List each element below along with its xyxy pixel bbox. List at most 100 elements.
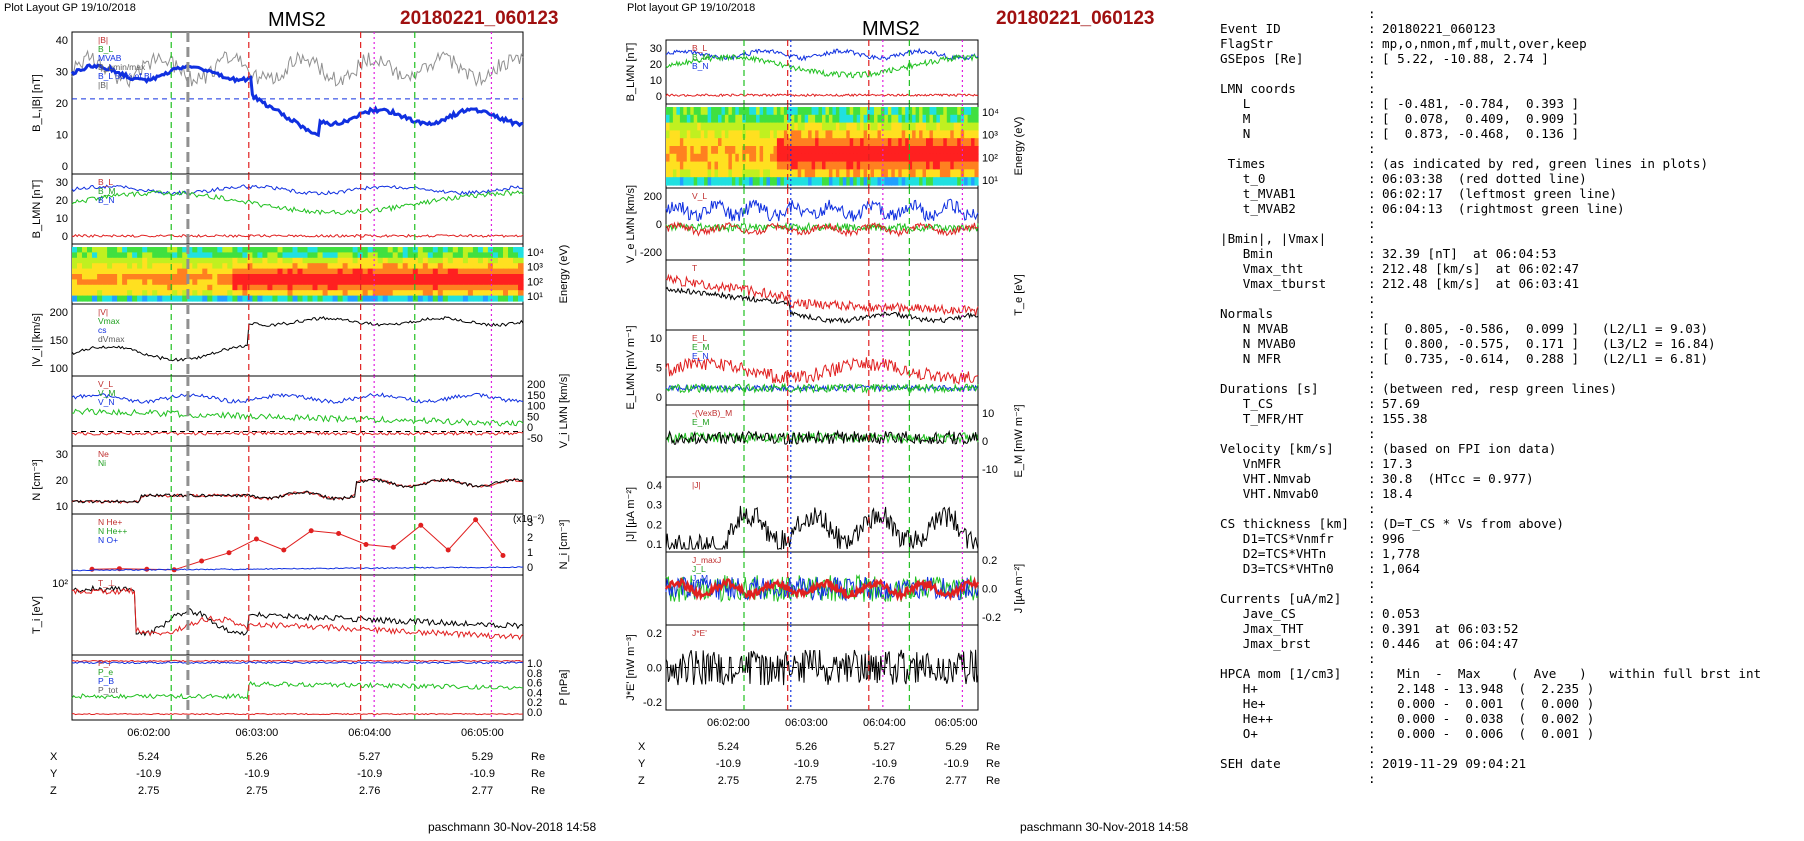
spectrogram-cell [672, 122, 677, 131]
spectrogram-cell [922, 130, 927, 139]
spectrogram-cell [242, 257, 248, 264]
spectrogram-cell [943, 153, 948, 163]
spectrogram-cell [853, 138, 858, 147]
spectrogram-cell [870, 177, 875, 186]
spectrogram-cell [147, 252, 153, 259]
spectrogram-cell [292, 247, 299, 253]
series-line-BN [71, 233, 524, 238]
spectrogram-cell [352, 274, 359, 280]
spectrogram-cell [724, 130, 729, 139]
spectrogram-cell [82, 295, 88, 302]
spectrogram-cell [212, 252, 218, 259]
spectrogram-cell [277, 247, 284, 253]
spectrogram-cell [107, 295, 113, 302]
spectrogram-cell [77, 290, 83, 297]
spectrogram-cell [167, 257, 173, 264]
spectrogram-cell [932, 146, 937, 155]
spectrogram-cell [252, 290, 258, 297]
spectrogram-cell [686, 153, 691, 163]
spectrogram-cell [731, 122, 736, 131]
spectrogram-cell [92, 274, 98, 280]
spectrogram-cell [908, 146, 913, 155]
spectrogram-cell [971, 153, 976, 163]
coord-axis-label: Z [50, 785, 57, 797]
info-colon: : [1368, 486, 1376, 501]
spectrogram-cell [207, 252, 213, 259]
spectrogram-cell [187, 263, 193, 270]
spectrogram-cell [693, 107, 698, 116]
info-value: [ 0.800, -0.575, 0.171 ] (L3/L2 = 16.84) [1382, 336, 1716, 351]
spectrogram-cell [503, 274, 509, 280]
info-value: 212.48 [km/s] at 06:03:41 [1382, 276, 1580, 291]
spectrogram-cell [347, 274, 354, 280]
info-colon: : [1368, 171, 1376, 186]
spectrogram-cell [950, 122, 955, 131]
spectrogram-cell [839, 114, 844, 124]
info-key: SEH date [1220, 756, 1281, 771]
spectrogram-cell [297, 274, 304, 280]
legend-entry: E_L [692, 333, 707, 343]
spectrogram-cell [197, 257, 203, 264]
panel-frame [665, 476, 979, 553]
spectrogram-cell [437, 268, 444, 275]
spectrogram-cell [87, 268, 93, 275]
y-tick-label-right: 10⁴ [982, 107, 999, 119]
spectrogram-cell [417, 295, 424, 302]
spectrogram-cell [936, 130, 941, 139]
spectrogram-cell [860, 169, 865, 178]
spectrogram-cell [756, 169, 761, 178]
spectrogram-cell [891, 177, 896, 186]
spectrogram-cell [442, 263, 449, 270]
spectrogram-cell [718, 122, 723, 131]
info-value [1382, 66, 1800, 81]
spectrogram-cell [766, 122, 771, 131]
spectrogram-cell [905, 114, 910, 124]
spectrogram-cell [707, 153, 712, 163]
spectrogram-cell [877, 122, 882, 131]
spectrogram-cell [147, 263, 153, 270]
spectrogram-cell [669, 153, 674, 163]
spectrogram-cell [147, 274, 153, 280]
spectrogram-cell [919, 146, 924, 155]
spectrogram-cell [157, 295, 163, 302]
spectrogram-cell [182, 284, 188, 291]
spectrogram-cell [842, 177, 847, 186]
spectrogram-cell [884, 161, 889, 170]
spectrogram-cell [412, 274, 419, 280]
spectrogram-cell [714, 138, 719, 147]
series-line-VeL [665, 198, 979, 222]
spectrogram-cell [894, 122, 899, 131]
spectrogram-cell [307, 252, 314, 259]
y-tick-label: 0 [656, 91, 662, 103]
info-value: [ 0.735, -0.614, 0.288 ] (L2/L1 = 6.81) [1382, 351, 1709, 366]
spectrogram-cell [157, 263, 163, 270]
spectrogram-cell [197, 279, 203, 286]
spectrogram-cell [874, 161, 879, 170]
spectrogram-cell [835, 122, 840, 131]
info-key: D2=TCS*VHTn [1220, 546, 1327, 561]
spectrogram-cell [721, 177, 726, 186]
spectrogram-cell [152, 295, 158, 302]
legend-entry: B_L [98, 177, 113, 187]
spectrogram-cell [222, 290, 228, 297]
legend-entry: P_e [98, 667, 113, 677]
spectrogram-cell [901, 130, 906, 139]
spectrogram-cell [856, 169, 861, 178]
spectrogram-cell [492, 257, 499, 264]
spectrogram-cell [192, 268, 198, 275]
info-value: [ 0.805, -0.586, 0.099 ] (L2/L1 = 9.03) [1382, 321, 1709, 336]
info-row: CS thickness [km]: (D=T_CS * Vs from abov… [1220, 516, 1800, 531]
spectrogram-cell [477, 284, 484, 291]
spectrogram-cell [392, 295, 399, 302]
spectrogram-cell [707, 138, 712, 147]
spectrogram-cell [102, 268, 108, 275]
spectrogram-cell [929, 153, 934, 163]
spectrogram-cell [147, 279, 153, 286]
spectrogram-cell [932, 177, 937, 186]
spectrogram-cell [92, 257, 98, 264]
spectrogram-cell [731, 153, 736, 163]
spectrogram-cell [142, 284, 148, 291]
spectrogram-cell [162, 290, 168, 297]
spectrogram-cell [731, 114, 736, 124]
spectrogram-cell [822, 122, 827, 131]
